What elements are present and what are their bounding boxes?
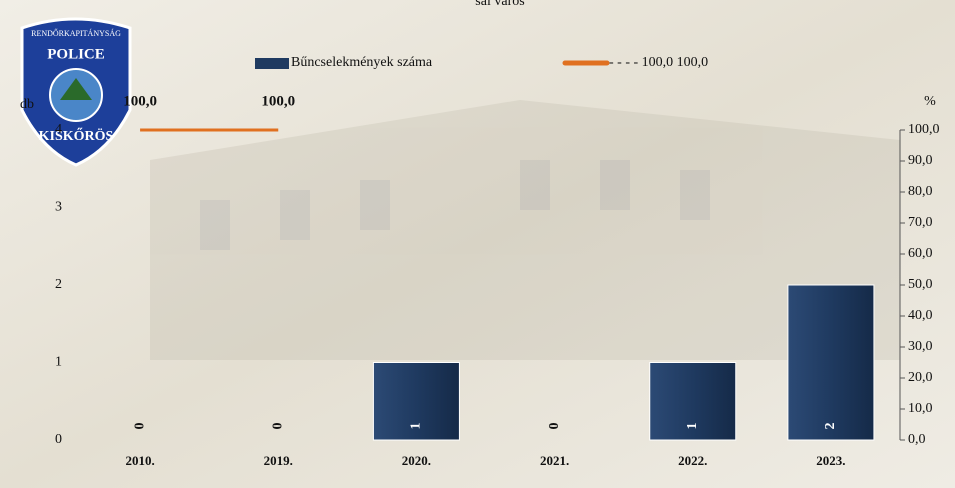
x-tick-label: 2023.	[816, 453, 845, 468]
y2-tick-label: 80,0	[908, 184, 933, 199]
y2-tick-label: 40,0	[908, 308, 933, 323]
y2-tick-label: 70,0	[908, 215, 933, 230]
y-tick-label: 4	[55, 122, 62, 137]
bar-value-label: 2	[823, 423, 838, 430]
x-tick-label: 2010.	[125, 453, 154, 468]
chart: sai város RENDŐRKAPITÁNYSÁG POLICE KISKŐ…	[0, 0, 955, 488]
y2-tick-label: 10,0	[908, 401, 933, 416]
bar-value-label: 1	[409, 423, 424, 430]
y-tick-label: 1	[55, 355, 62, 370]
bar-value-label: 0	[270, 423, 285, 430]
y2-tick-label: 90,0	[908, 153, 933, 168]
badge-city: KISKŐRÖS	[39, 127, 114, 144]
x-tick-label: 2020.	[402, 453, 431, 468]
bar	[788, 285, 874, 440]
line-value-label: 100,0	[261, 93, 295, 109]
y2-tick-label: 30,0	[908, 339, 933, 354]
y2-tick-label: 100,0	[908, 122, 940, 137]
chart-title: sai város	[475, 0, 524, 9]
x-tick-label: 2019.	[264, 453, 293, 468]
legend-swatch	[255, 58, 289, 69]
legend-label: Bűncselekmények száma	[291, 55, 433, 70]
y2-tick-label: 60,0	[908, 246, 933, 261]
y2-tick-label: 0,0	[908, 432, 926, 447]
legend-label: - - - - 100,0 100,0	[609, 55, 708, 70]
bar-value-label: 1	[685, 423, 700, 430]
x-tick-label: 2021.	[540, 453, 569, 468]
y-tick-label: 2	[55, 277, 62, 292]
x-tick-label: 2022.	[678, 453, 707, 468]
y-tick-label: 0	[55, 432, 62, 447]
badge-top: RENDŐRKAPITÁNYSÁG	[31, 28, 121, 38]
y-axis-label: db	[20, 97, 34, 112]
line-value-label: 100,0	[123, 93, 157, 109]
y2-axis-label: %	[924, 94, 936, 109]
bar-value-label: 0	[132, 423, 147, 430]
y-tick-label: 3	[55, 200, 62, 215]
bar-value-label: 0	[547, 423, 562, 430]
y2-tick-label: 50,0	[908, 277, 933, 292]
y2-tick-label: 20,0	[908, 370, 933, 385]
badge-police: POLICE	[47, 46, 105, 62]
